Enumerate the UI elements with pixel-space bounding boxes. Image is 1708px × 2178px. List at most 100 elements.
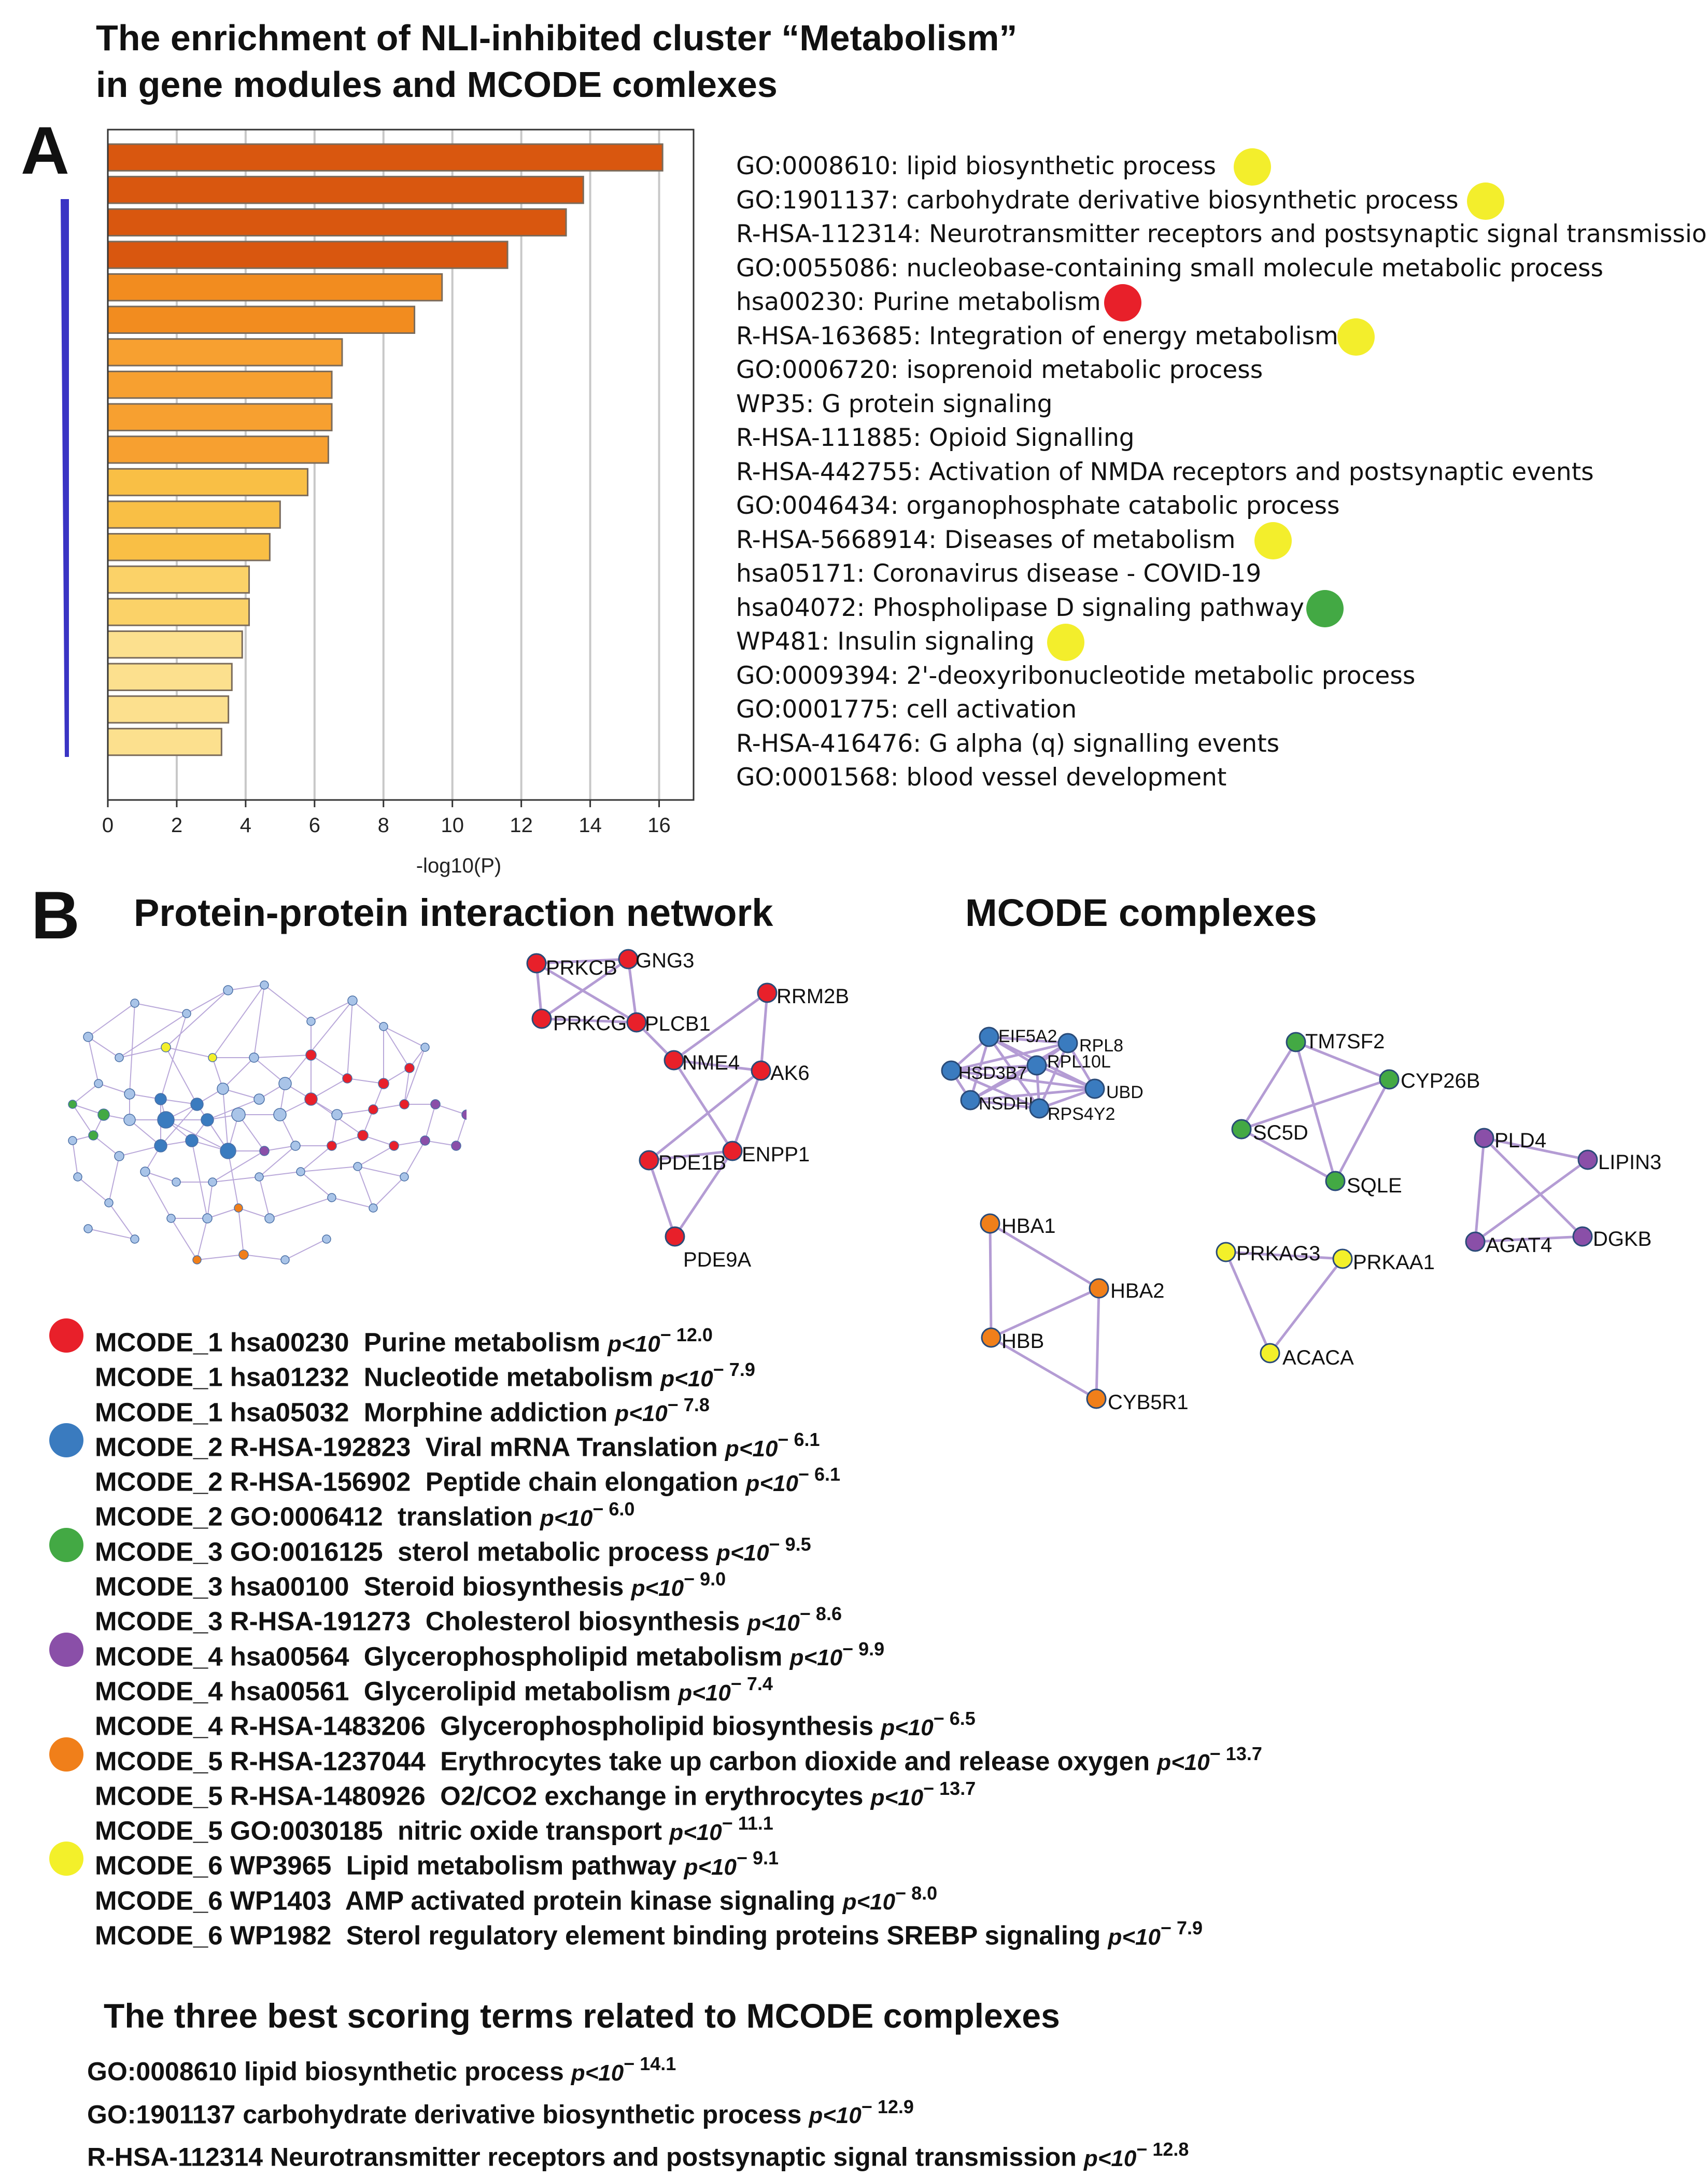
figure-title-line-2: in gene modules and MCODE comlexes [96,64,778,105]
ppi-node [400,1172,409,1182]
ppi-edge [207,1099,260,1120]
complex-node-label: EIF5A2 [998,1027,1057,1046]
best-terms-list: GO:0008610 lipid biosynthetic process p<… [87,2048,1189,2176]
ppi-node [208,1053,217,1062]
complex-node-label: UBD [1106,1083,1144,1102]
ppi-node [208,1177,217,1187]
term-name: Sterol regulatory element binding protei… [346,1920,1108,1950]
ppi-node [430,1099,441,1109]
best-term-p-value: p<10− 12.9 [809,2096,914,2129]
mcode-term-row: MCODE_2 GO:0006412 translation p<10− 6.0 [49,1494,1262,1531]
complex-node [1260,1343,1280,1364]
term-id: WP1403 [230,1886,345,1916]
term-label: R-HSA-111885: Opioid Signalling [736,421,1708,455]
complex-edge [627,959,638,1023]
ppi-edge [228,985,265,991]
ppi-node [238,1249,249,1260]
complex-node [980,1213,1000,1234]
mcode-term-row: MCODE_1 hsa00230 Purine metabolism p<10−… [49,1318,1262,1357]
bar [107,435,329,464]
ppi-node [185,1134,199,1147]
bar [107,338,343,367]
best-term-p-value: p<10− 12.8 [1083,2139,1189,2171]
complex-edge [951,1042,1068,1072]
complex-edge [1294,1042,1337,1182]
ppi-edge [357,1166,405,1177]
ppi-edge [72,1140,78,1177]
complex-node-label: HSD3B7 [958,1063,1027,1083]
ppi-edge [285,1000,353,1084]
complex-node-label: RRM2B [777,985,849,1008]
term-label: R-HSA-416476: G alpha (q) signalling eve… [736,727,1708,761]
complex-node [1086,1388,1107,1409]
term-list: GO:0008610: lipid biosynthetic process GO… [736,148,1708,795]
ppi-node [404,1063,415,1073]
module-name: MCODE_4 [95,1641,230,1671]
mcode-term-row: MCODE_2 R-HSA-192823 Viral mRNA Translat… [49,1423,1262,1462]
bar [107,305,416,334]
ppi-edge [310,1000,353,1022]
term-id: hsa01232 [230,1362,364,1392]
complex-node-label: AGAT4 [1486,1234,1552,1257]
ppi-edge [212,1150,265,1183]
p-value: p<10− 9.9 [789,1638,885,1671]
mcode-term-row: MCODE_4 R-HSA-1483206 Glycerophospholipi… [49,1703,1262,1741]
ppi-node [217,1083,229,1095]
ppi-edge [134,1003,187,1014]
ppi-node [130,1234,139,1244]
term-name: Glycerolipid metabolism [363,1676,679,1706]
complex-node-label: PLD4 [1494,1129,1546,1152]
ppi-edge [191,1140,208,1219]
term-text: hsa00230: Purine metabolism [736,288,1101,316]
term-label: R-HSA-5668914: Diseases of metabolism [736,522,1708,559]
ppi-node [73,1172,82,1182]
ppi-node [342,1073,352,1084]
complex-edge [1474,1158,1589,1243]
ppi-node [273,1108,287,1121]
ppi-edge [331,1197,374,1209]
term-label: GO:0001568: blood vessel development [736,761,1708,795]
ppi-edge [228,1150,239,1209]
complex-edge [648,1149,733,1162]
ppi-node [68,1100,77,1109]
complex-edge [990,1336,1097,1400]
complex-edge [969,1064,1038,1102]
x-tick-label: 10 [441,814,464,837]
complex-node [1379,1069,1400,1090]
module-name: MCODE_6 [95,1886,230,1916]
complex-node-label: PRKCB [546,957,617,979]
complex-node-label: RPS4Y2 [1048,1104,1115,1124]
complex-node [1026,1055,1047,1076]
complex-node [1231,1119,1252,1140]
ppi-edge [243,1254,286,1260]
term-text: GO:0001775: cell activation [736,695,1077,724]
complex-edge [759,992,769,1071]
term-text: hsa05171: Coronavirus disease - COVID-19 [736,559,1262,588]
ppi-edge [119,1013,187,1058]
ppi-edge [222,1088,229,1151]
p-value: p<10− 7.9 [660,1359,755,1392]
term-name: O2/CO2 exchange in erythrocytes [440,1781,871,1811]
ppi-node [190,1098,204,1111]
term-id: R-HSA-1480926 [230,1781,441,1811]
p-value: p<10− 12.0 [608,1324,713,1357]
bar [107,403,333,431]
ppi-edge [88,1036,99,1084]
complex-edge [1240,1128,1336,1183]
term-label: hsa05171: Coronavirus disease - COVID-19 [736,557,1708,591]
term-name: nitric oxide transport [397,1816,670,1846]
p-value: p<10− 7.9 [1108,1917,1203,1950]
ppi-edge [259,1171,301,1177]
ppi-node [259,1146,270,1156]
ppi-edge [119,1145,161,1157]
complex-node [1216,1242,1236,1262]
complex-edge [541,1017,637,1024]
complex-node-label: PDE1B [658,1151,726,1174]
ppi-node [296,1167,305,1176]
p-value: p<10− 7.8 [615,1394,710,1427]
module-name: MCODE_3 [95,1571,230,1601]
term-name: sterol metabolic process [397,1537,717,1567]
complex-edge [970,1099,1040,1110]
term-label: GO:0006720: isoprenoid metabolic process [736,353,1708,387]
ppi-edge [300,1171,332,1198]
